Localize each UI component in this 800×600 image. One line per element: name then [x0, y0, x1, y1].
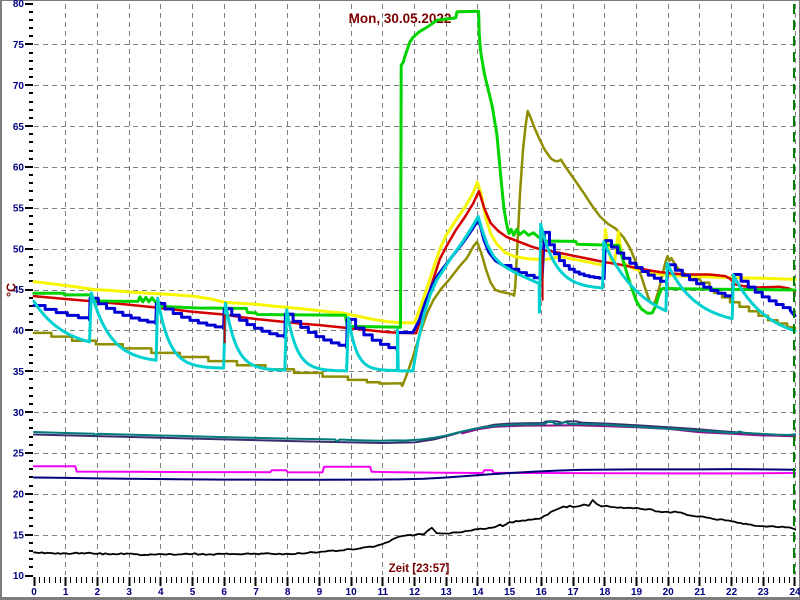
svg-text:50: 50	[13, 244, 25, 255]
svg-text:75: 75	[13, 40, 25, 51]
svg-text:17: 17	[567, 587, 579, 598]
svg-text:20: 20	[13, 490, 25, 501]
svg-text:°C: °C	[5, 283, 19, 297]
svg-text:5: 5	[190, 587, 196, 598]
svg-text:15: 15	[13, 530, 25, 541]
svg-text:3: 3	[126, 587, 132, 598]
svg-text:80: 80	[13, 0, 25, 10]
svg-text:6: 6	[221, 587, 227, 598]
svg-text:Zeit [23:57]: Zeit [23:57]	[389, 563, 450, 575]
svg-text:18: 18	[599, 587, 611, 598]
svg-text:40: 40	[13, 326, 25, 337]
svg-text:45: 45	[13, 285, 25, 296]
svg-text:9: 9	[317, 587, 323, 598]
svg-text:23: 23	[758, 587, 770, 598]
svg-text:65: 65	[13, 122, 25, 133]
svg-text:12: 12	[409, 587, 421, 598]
svg-text:13: 13	[441, 587, 453, 598]
svg-text:21: 21	[694, 587, 706, 598]
svg-text:1: 1	[63, 587, 69, 598]
svg-text:4: 4	[158, 587, 164, 598]
svg-text:16: 16	[536, 587, 548, 598]
svg-text:8: 8	[285, 587, 291, 598]
svg-text:14: 14	[472, 587, 484, 598]
svg-text:25: 25	[13, 449, 25, 460]
svg-text:60: 60	[13, 163, 25, 174]
svg-text:55: 55	[13, 204, 25, 215]
svg-text:20: 20	[663, 587, 675, 598]
svg-text:22: 22	[726, 587, 738, 598]
svg-text:Mon, 30.05.2022: Mon, 30.05.2022	[349, 11, 452, 26]
svg-text:2: 2	[95, 587, 101, 598]
svg-text:24: 24	[789, 587, 800, 598]
svg-text:0: 0	[31, 587, 37, 598]
svg-text:15: 15	[504, 587, 516, 598]
svg-text:70: 70	[13, 81, 25, 92]
svg-text:19: 19	[631, 587, 643, 598]
svg-text:7: 7	[253, 587, 259, 598]
svg-text:30: 30	[13, 408, 25, 419]
svg-text:35: 35	[13, 367, 25, 378]
svg-text:11: 11	[378, 587, 389, 598]
svg-text:10: 10	[346, 587, 358, 598]
svg-text:10: 10	[13, 571, 25, 582]
